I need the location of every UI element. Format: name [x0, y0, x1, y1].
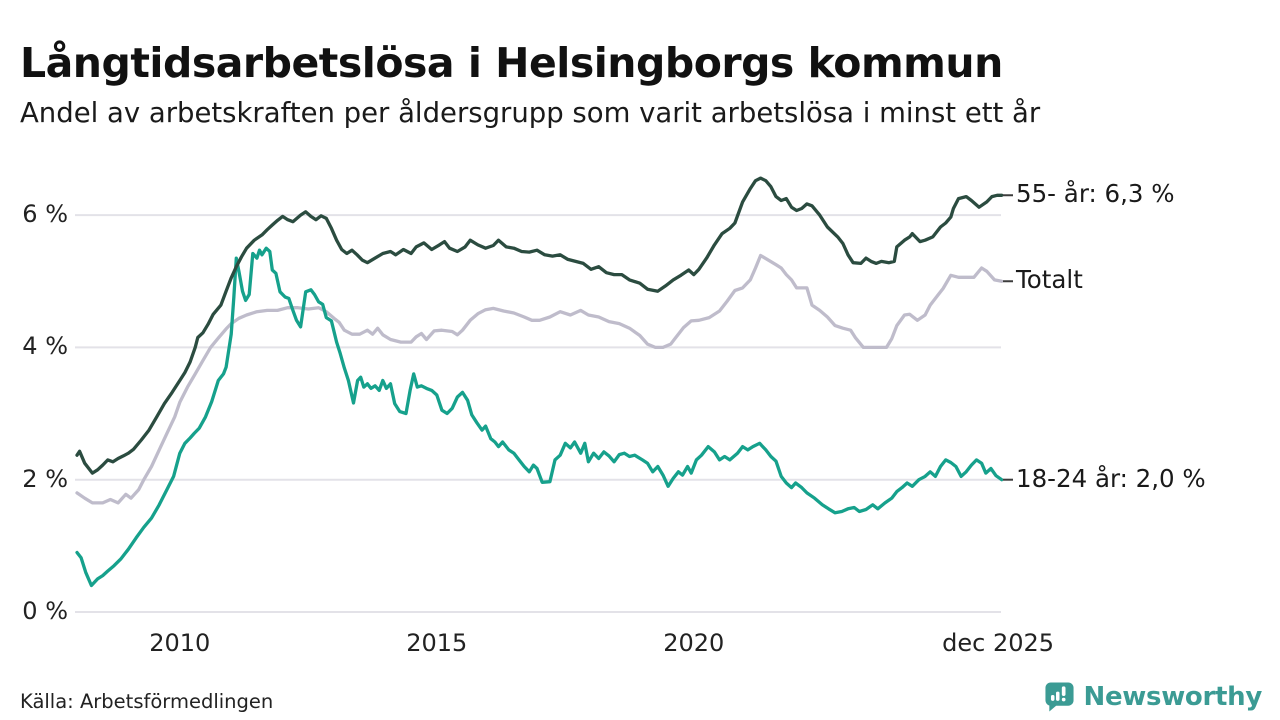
newsworthy-logo: Newsworthy: [1044, 681, 1262, 712]
x-tick-label: 2020: [663, 629, 725, 657]
source-credit: Källa: Arbetsförmedlingen: [20, 690, 274, 713]
series-annotation-age1824: 18-24 år: 2,0 %: [1016, 463, 1206, 493]
y-tick-label: 6 %: [22, 200, 68, 229]
bar-chart-speech-bubble-icon: [1044, 682, 1074, 712]
x-tick-label: dec 2025: [942, 629, 1055, 657]
page-title: Långtidsarbetslösa i Helsingborgs kommun: [20, 39, 1003, 88]
y-tick-label: 4 %: [22, 332, 68, 361]
series-line-total: [75, 253, 1004, 505]
series-annotation-total: Totalt: [1016, 265, 1083, 295]
newsworthy-wordmark: Newsworthy: [1083, 681, 1263, 712]
series-line-age1824: [75, 246, 1004, 588]
series-line-age55plus: [75, 176, 1004, 475]
y-tick-label: 0 %: [22, 597, 68, 625]
x-tick-label: 2015: [406, 629, 468, 657]
x-tick-label: 2010: [149, 629, 211, 657]
series-annotation-age55plus: 55- år: 6,3 %: [1016, 179, 1175, 209]
y-tick-label: 2 %: [22, 464, 68, 493]
page-subtitle: Andel av arbetskraften per åldersgrupp s…: [20, 97, 1041, 129]
